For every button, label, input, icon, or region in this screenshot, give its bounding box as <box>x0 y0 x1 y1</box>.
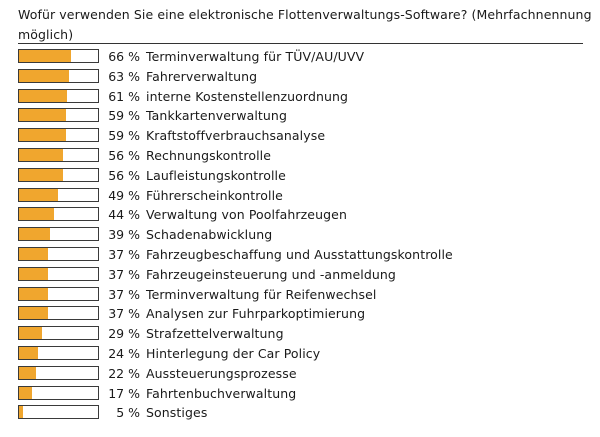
bar <box>19 149 64 161</box>
bar-row: 37 % Fahrzeugbeschaffung und Ausstattungs… <box>0 245 600 265</box>
bar-frame <box>18 227 99 242</box>
bar-row: 66 % Terminverwaltung für TÜV/AU/UVV <box>0 47 600 67</box>
bar-frame <box>18 187 99 202</box>
value-label: 63 % <box>108 68 140 84</box>
category-label: Aussteuerungsprozesse <box>146 365 297 381</box>
category-label: Fahrerverwaltung <box>146 68 258 84</box>
bar-frame <box>18 405 99 420</box>
value-label: 39 % <box>108 227 140 243</box>
bar-row: 61 % interne Kostenstellenzuordnung <box>0 87 600 107</box>
bar-frame <box>18 266 99 281</box>
bar <box>19 347 38 359</box>
category-label: Fahrzeugbeschaffung und Ausstattungskont… <box>146 247 453 262</box>
bar-frame <box>18 365 99 380</box>
bar-row: 5 % Sonstiges <box>0 403 600 423</box>
bar <box>19 50 72 62</box>
category-label: Laufleistungskontrolle <box>146 167 286 183</box>
value-label: 56 % <box>108 148 140 163</box>
category-label: interne Kostenstellenzuordnung <box>146 88 349 104</box>
value-label: 44 % <box>108 207 140 223</box>
value-label: 22 % <box>108 365 140 381</box>
bar <box>19 89 68 102</box>
bar-frame <box>18 346 99 360</box>
bar-frame <box>18 49 99 63</box>
bar-row: 22 % Aussteuerungsprozesse <box>0 364 600 384</box>
bar-frame <box>18 306 99 321</box>
bar <box>19 366 37 379</box>
value-label: 24 % <box>108 346 140 361</box>
chart-title: Wofür verwenden Sie eine elektronische F… <box>18 7 592 42</box>
bar-row: 59 % Kraftstoffverbrauchsanalyse <box>0 126 600 146</box>
bar-row: 17 % Fahrtenbuchverwaltung <box>0 384 600 404</box>
category-label: Führerscheinkontrolle <box>146 187 283 203</box>
bar-frame <box>18 148 99 162</box>
bar <box>19 386 33 399</box>
bar <box>19 129 66 142</box>
value-label: 37 % <box>108 247 140 262</box>
value-label: 37 % <box>108 306 140 322</box>
value-label: 37 % <box>108 286 140 302</box>
bar <box>19 406 23 419</box>
bar <box>19 267 49 280</box>
bar-frame <box>18 128 99 143</box>
category-label: Tankkartenverwaltung <box>146 108 287 124</box>
bar <box>19 248 49 260</box>
value-label: 49 % <box>108 187 140 203</box>
bar <box>19 109 66 122</box>
bar <box>19 69 69 82</box>
bar-row: 49 % Führerscheinkontrolle <box>0 186 600 206</box>
bar <box>19 307 49 320</box>
title-divider <box>18 43 583 44</box>
bar <box>19 188 58 201</box>
category-label: Analysen zur Fuhrparkoptimierung <box>146 306 366 322</box>
bar-row: 63 % Fahrerverwaltung <box>0 67 600 87</box>
bar-row: 59 % Tankkartenverwaltung <box>0 106 600 126</box>
category-label: Kraftstoffverbrauchsanalyse <box>146 128 326 144</box>
bar-row: 37 % Terminverwaltung für Reifenwechsel <box>0 285 600 305</box>
bar-frame <box>18 88 99 103</box>
value-label: 29 % <box>108 326 140 342</box>
category-label: Sonstiges <box>146 405 208 421</box>
bar-row: 44 % Verwaltung von Poolfahrzeugen <box>0 205 600 225</box>
bar-row: 56 % Laufleistungskontrolle <box>0 166 600 186</box>
bar <box>19 228 50 241</box>
bar <box>19 208 54 221</box>
bar <box>19 168 64 181</box>
bar <box>19 327 42 340</box>
value-label: 59 % <box>108 128 140 144</box>
category-label: Terminverwaltung für TÜV/AU/UVV <box>146 49 365 64</box>
category-label: Verwaltung von Poolfahrzeugen <box>146 207 347 223</box>
category-label: Schadenabwicklung <box>146 227 273 243</box>
category-label: Strafzettelverwaltung <box>146 326 284 342</box>
bar-row: 37 % Analysen zur Fuhrparkoptimierung <box>0 304 600 324</box>
bar-frame <box>18 108 99 123</box>
bar-frame <box>18 167 99 182</box>
bar-frame <box>18 286 99 301</box>
bar-frame <box>18 68 99 83</box>
bar-frame <box>18 326 99 341</box>
bar-frame <box>18 385 99 400</box>
value-label: 37 % <box>108 266 140 282</box>
bar-frame <box>18 247 99 261</box>
category-label: Hinterlegung der Car Policy <box>146 346 321 361</box>
bar-row: 39 % Schadenabwicklung <box>0 225 600 245</box>
value-label: 61 % <box>108 88 140 104</box>
category-label: Fahrzeugeinsteuerung und -anmeldung <box>146 266 396 282</box>
value-label: 59 % <box>108 108 140 124</box>
value-label: 5 % <box>116 405 140 421</box>
category-label: Terminverwaltung für Reifenwechsel <box>146 286 377 302</box>
value-label: 66 % <box>108 49 140 64</box>
category-label: Fahrtenbuchverwaltung <box>146 385 297 401</box>
bar-frame <box>18 207 99 222</box>
bar-row: 29 % Strafzettelverwaltung <box>0 324 600 344</box>
category-label: Rechnungskontrolle <box>146 148 272 163</box>
bar-row: 56 % Rechnungskontrolle <box>0 146 600 166</box>
value-label: 17 % <box>108 385 140 401</box>
bar-row: 37 % Fahrzeugeinsteuerung und -anmeldung <box>0 265 600 285</box>
value-label: 56 % <box>108 167 140 183</box>
bar-row: 24 % Hinterlegung der Car Policy <box>0 344 600 364</box>
bar <box>19 287 49 300</box>
